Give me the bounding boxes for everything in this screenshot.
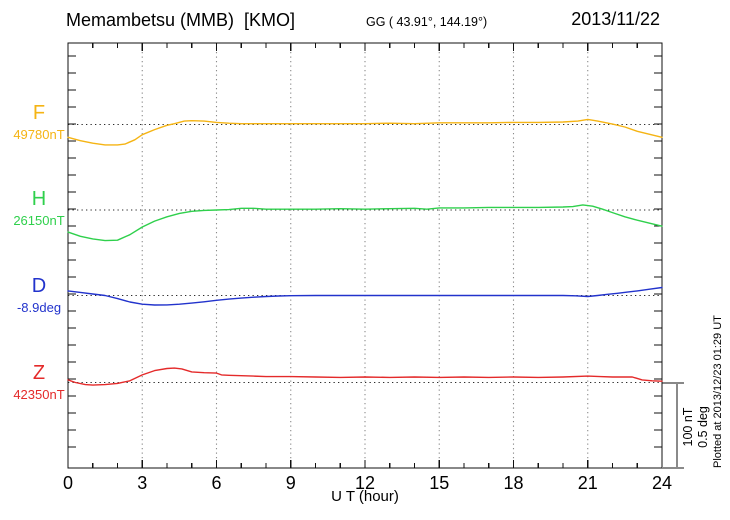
x-tick-label: 15 — [429, 473, 450, 493]
channel-label-H: H 26150nT — [10, 188, 68, 229]
channel-letter-F: F — [32, 102, 46, 124]
channel-label-F: F 49780nT — [10, 102, 68, 143]
channel-letter-D: D — [31, 275, 47, 297]
channel-baseline-D: -8.9deg — [16, 300, 62, 315]
x-tick-label: 9 — [285, 473, 296, 493]
scale-bar-label: 100 nT 0.5 deg — [681, 387, 711, 467]
channel-label-Z: Z 42350nT — [10, 362, 68, 403]
channel-letter-Z: Z — [32, 362, 46, 384]
scale-bar-label-deg: 0.5 deg — [696, 406, 710, 448]
trace-Z — [67, 367, 663, 386]
channel-baseline-Z: 42350nT — [13, 387, 65, 402]
x-axis-title: U T (hour) — [331, 488, 399, 505]
trace-H — [67, 204, 663, 242]
trace-D — [67, 286, 663, 306]
scale-bar-label-nt: 100 nT — [681, 407, 695, 447]
station-title: Memambetsu (MMB) [KMO] — [66, 10, 296, 30]
trace-F — [67, 118, 663, 146]
x-tick-label: 24 — [651, 473, 673, 493]
channel-label-D: D -8.9deg — [10, 275, 68, 316]
x-tick-label: 18 — [503, 473, 524, 493]
x-tick-label: 3 — [137, 473, 148, 493]
channel-baseline-H: 26150nT — [13, 213, 65, 228]
x-tick-label: 12 — [354, 473, 376, 493]
geographic-coordinates: GG ( 43.91°, 144.19°) — [366, 15, 488, 29]
x-tick-label: 6 — [211, 473, 222, 493]
channel-baseline-F: 49780nT — [13, 127, 65, 142]
plotted-at-note: Plotted at 2013/12/23 01:29 UT — [712, 315, 724, 468]
x-tick-label: 21 — [577, 473, 598, 493]
channel-letter-H: H — [31, 188, 47, 210]
x-tick-label: 0 — [62, 473, 73, 493]
observation-date: 2013/11/22 — [571, 9, 660, 29]
